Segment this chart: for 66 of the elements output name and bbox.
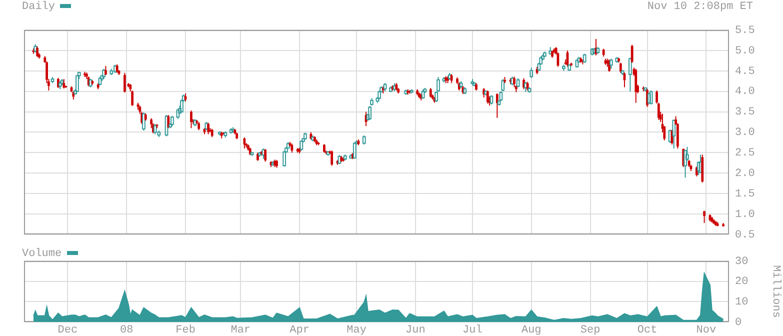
- candlestick: [96, 82, 100, 90]
- candlestick: [256, 152, 259, 162]
- candlestick: [330, 150, 334, 166]
- candlestick: [619, 62, 622, 74]
- y-tick-label: 4.5: [735, 66, 755, 78]
- x-tick-label: 08: [120, 324, 134, 336]
- y-tick-label: 2.5: [735, 148, 755, 160]
- candlestick: [276, 160, 278, 168]
- y-tick-label: 2.0: [735, 168, 755, 180]
- y-tick-label: 1.0: [735, 208, 755, 221]
- x-tick-label: Oct: [637, 324, 658, 336]
- candlestick: [609, 58, 613, 70]
- candlestick: [124, 72, 126, 94]
- x-tick-label: Jun: [406, 324, 426, 336]
- candlestick: [243, 137, 246, 150]
- candlestick: [703, 211, 706, 224]
- candlestick: [429, 88, 432, 98]
- y-tick-label: 5.5: [735, 24, 755, 37]
- y-axis-title: Millions: [769, 265, 782, 318]
- x-tick-label: Feb: [176, 324, 196, 336]
- legend-label: Daily: [22, 1, 56, 13]
- y-tick-label: 4.0: [735, 86, 755, 98]
- candlestick: [247, 144, 250, 152]
- y-tick-label: 30: [735, 256, 748, 268]
- y-tick-label: 20: [735, 276, 748, 288]
- candlestick: [634, 68, 638, 104]
- candlestick: [264, 148, 267, 162]
- x-tick-label: May: [346, 324, 367, 336]
- candlestick: [672, 119, 676, 150]
- x-tick-label: Mar: [230, 324, 251, 336]
- candlestick: [551, 50, 554, 58]
- text: Nov 10 2:08pm ET: [647, 1, 753, 13]
- candlestick: [314, 136, 316, 143]
- x-tick-label: Dec: [58, 324, 78, 336]
- y-tick-label: 0: [735, 316, 742, 329]
- y-tick-label: 3.0: [735, 127, 755, 140]
- candlestick: [104, 65, 107, 75]
- y-tick-label: 0.5: [735, 229, 755, 242]
- candlestick: [190, 110, 192, 129]
- candlestick: [628, 57, 632, 92]
- candlestick: [416, 88, 419, 96]
- y-tick-label: 1.5: [735, 188, 755, 200]
- legend-label: Volume: [22, 248, 62, 260]
- x-tick-label: Sep: [580, 324, 600, 336]
- x-tick-label: Nov: [696, 324, 716, 336]
- candlestick: [207, 122, 210, 135]
- candlestick: [91, 80, 94, 86]
- candlestick: [496, 92, 498, 118]
- candlestick: [688, 160, 690, 168]
- y-tick-label: 5.0: [735, 45, 755, 58]
- x-tick-label: Aug: [521, 324, 542, 336]
- candlestick: [684, 149, 687, 178]
- x-tick-label: Jul: [462, 324, 482, 336]
- candlestick: [548, 46, 552, 56]
- y-tick-label: 3.5: [735, 106, 755, 119]
- candlestick: [209, 128, 212, 133]
- candlestick: [690, 164, 692, 172]
- candlestick: [36, 46, 38, 58]
- candlestick: [315, 139, 318, 146]
- candlestick: [144, 112, 147, 122]
- candlestick: [630, 44, 634, 64]
- x-tick-label: Apr: [290, 324, 310, 336]
- candlestick: [504, 76, 506, 84]
- candlestick: [513, 76, 516, 88]
- candlestick: [475, 82, 478, 92]
- y-tick-label: 10: [735, 296, 748, 309]
